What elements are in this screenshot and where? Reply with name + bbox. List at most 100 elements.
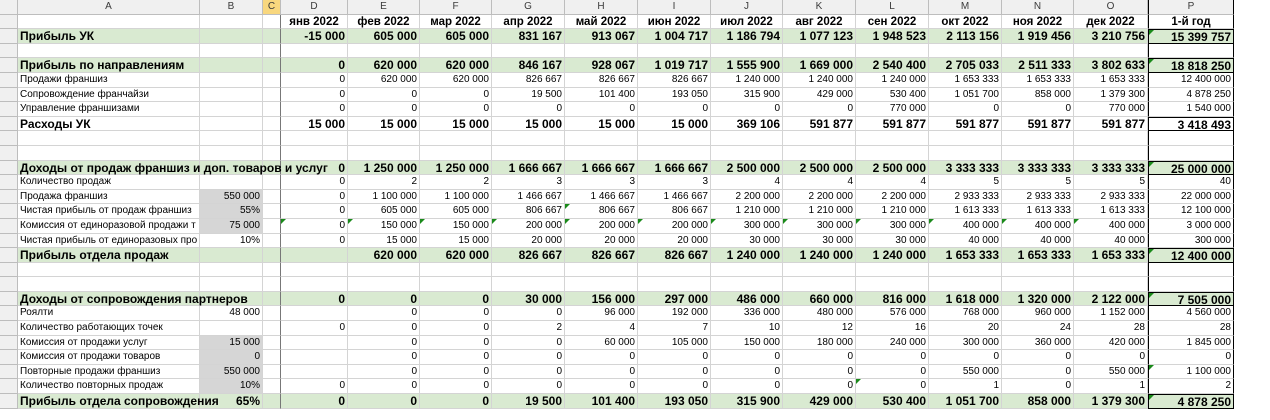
param-cell[interactable] <box>200 72 263 88</box>
value-cell[interactable]: 550 000 <box>1074 364 1148 380</box>
value-cell[interactable]: 40 000 <box>1002 233 1074 249</box>
value-cell[interactable]: 816 000 <box>856 291 929 307</box>
value-cell[interactable]: 0 <box>420 306 492 322</box>
value-cell[interactable] <box>929 262 1002 278</box>
value-cell[interactable]: 60 000 <box>565 335 638 351</box>
value-cell[interactable]: 0 <box>856 350 929 365</box>
value-cell[interactable]: 1 379 300 <box>1074 394 1148 409</box>
value-cell[interactable]: 0 <box>420 350 492 365</box>
value-cell[interactable] <box>420 277 492 292</box>
param-cell[interactable] <box>200 116 263 132</box>
column-header-d[interactable]: D <box>281 0 348 15</box>
row-label[interactable]: Прибыль отдела продаж <box>18 248 200 263</box>
value-cell[interactable]: 315 900 <box>711 394 783 409</box>
row-header[interactable] <box>0 116 18 132</box>
value-cell[interactable]: 3 418 493 <box>1148 116 1234 132</box>
value-cell[interactable]: 12 <box>783 321 856 336</box>
column-header-f[interactable]: F <box>420 0 492 15</box>
value-cell[interactable]: 2 933 333 <box>1002 189 1074 205</box>
value-cell[interactable] <box>1002 43 1074 59</box>
value-cell[interactable]: 2 705 033 <box>929 58 1002 73</box>
value-cell[interactable]: 369 106 <box>711 116 783 132</box>
value-cell[interactable]: 2 500 000 <box>711 160 783 176</box>
value-cell[interactable]: 0 <box>856 364 929 380</box>
value-cell[interactable]: 605 000 <box>348 204 420 219</box>
value-cell[interactable]: 150 000 <box>420 218 492 234</box>
value-cell[interactable]: 1 210 000 <box>711 204 783 219</box>
value-cell[interactable]: 1 152 000 <box>1074 306 1148 322</box>
value-cell[interactable]: 480 000 <box>783 306 856 322</box>
param-cell[interactable]: 65% <box>200 394 263 409</box>
value-cell[interactable]: 1 653 333 <box>1002 248 1074 263</box>
value-cell[interactable]: 1 669 000 <box>783 58 856 73</box>
row-header[interactable] <box>0 233 18 249</box>
column-header-l[interactable]: L <box>856 0 929 15</box>
value-cell[interactable]: 400 000 <box>929 218 1002 234</box>
value-cell[interactable] <box>1074 131 1148 146</box>
value-cell[interactable]: 4 <box>783 175 856 190</box>
value-cell[interactable]: 1 666 667 <box>565 160 638 176</box>
value-cell[interactable]: 315 900 <box>711 87 783 103</box>
row-header[interactable] <box>0 204 18 219</box>
value-cell[interactable]: -15 000 <box>281 29 348 44</box>
value-cell[interactable]: 0 <box>281 233 348 249</box>
month-header[interactable]: авг 2022 <box>783 14 856 30</box>
value-cell[interactable] <box>1002 145 1074 161</box>
value-cell[interactable]: 3 210 756 <box>1074 29 1148 44</box>
value-cell[interactable]: 30 000 <box>711 233 783 249</box>
value-cell[interactable]: 3 802 633 <box>1074 58 1148 73</box>
value-cell[interactable] <box>929 277 1002 292</box>
spacer-cell[interactable] <box>263 72 281 88</box>
value-cell[interactable]: 2 113 156 <box>929 29 1002 44</box>
row-header[interactable] <box>0 189 18 205</box>
value-cell[interactable]: 1 555 900 <box>711 58 783 73</box>
value-cell[interactable]: 30 000 <box>492 291 565 307</box>
value-cell[interactable]: 928 067 <box>565 58 638 73</box>
value-cell[interactable]: 193 050 <box>638 394 711 409</box>
column-header-g[interactable]: G <box>492 0 565 15</box>
row-header[interactable] <box>0 14 18 30</box>
value-cell[interactable] <box>929 131 1002 146</box>
value-cell[interactable]: 605 000 <box>420 204 492 219</box>
value-cell[interactable] <box>565 277 638 292</box>
value-cell[interactable]: 1 540 000 <box>1148 102 1234 117</box>
value-cell[interactable]: 1 466 667 <box>565 189 638 205</box>
value-cell[interactable]: 0 <box>565 350 638 365</box>
spacer-cell[interactable] <box>263 248 281 263</box>
cell-c2[interactable] <box>263 14 281 30</box>
value-cell[interactable]: 0 <box>348 335 420 351</box>
param-cell[interactable]: 0 <box>200 350 263 365</box>
value-cell[interactable]: 806 667 <box>565 204 638 219</box>
value-cell[interactable]: 200 000 <box>565 218 638 234</box>
value-cell[interactable]: 1 618 000 <box>929 291 1002 307</box>
value-cell[interactable]: 4 <box>856 175 929 190</box>
param-cell[interactable]: 55% <box>200 204 263 219</box>
value-cell[interactable]: 4 <box>565 321 638 336</box>
value-cell[interactable]: 101 400 <box>565 394 638 409</box>
value-cell[interactable] <box>1148 43 1234 59</box>
spacer-cell[interactable] <box>263 189 281 205</box>
row-label[interactable]: Продажи франшиз <box>18 72 200 88</box>
value-cell[interactable]: 0 <box>492 102 565 117</box>
value-cell[interactable]: 24 <box>1002 321 1074 336</box>
value-cell[interactable]: 7 505 000 <box>1148 291 1234 307</box>
value-cell[interactable]: 0 <box>281 321 348 336</box>
value-cell[interactable]: 15 000 <box>348 116 420 132</box>
value-cell[interactable]: 15 000 <box>638 116 711 132</box>
value-cell[interactable]: 0 <box>348 291 420 307</box>
value-cell[interactable] <box>856 131 929 146</box>
value-cell[interactable]: 200 000 <box>492 218 565 234</box>
value-cell[interactable]: 1 100 000 <box>1148 364 1234 380</box>
value-cell[interactable]: 620 000 <box>348 248 420 263</box>
value-cell[interactable] <box>420 131 492 146</box>
row-header[interactable] <box>0 58 18 73</box>
value-cell[interactable]: 429 000 <box>783 394 856 409</box>
column-header-j[interactable]: J <box>711 0 783 15</box>
value-cell[interactable]: 0 <box>281 87 348 103</box>
value-cell[interactable]: 620 000 <box>348 72 420 88</box>
value-cell[interactable] <box>348 43 420 59</box>
value-cell[interactable]: 156 000 <box>565 291 638 307</box>
value-cell[interactable] <box>856 145 929 161</box>
row-header[interactable] <box>0 175 18 190</box>
value-cell[interactable]: 530 400 <box>856 87 929 103</box>
